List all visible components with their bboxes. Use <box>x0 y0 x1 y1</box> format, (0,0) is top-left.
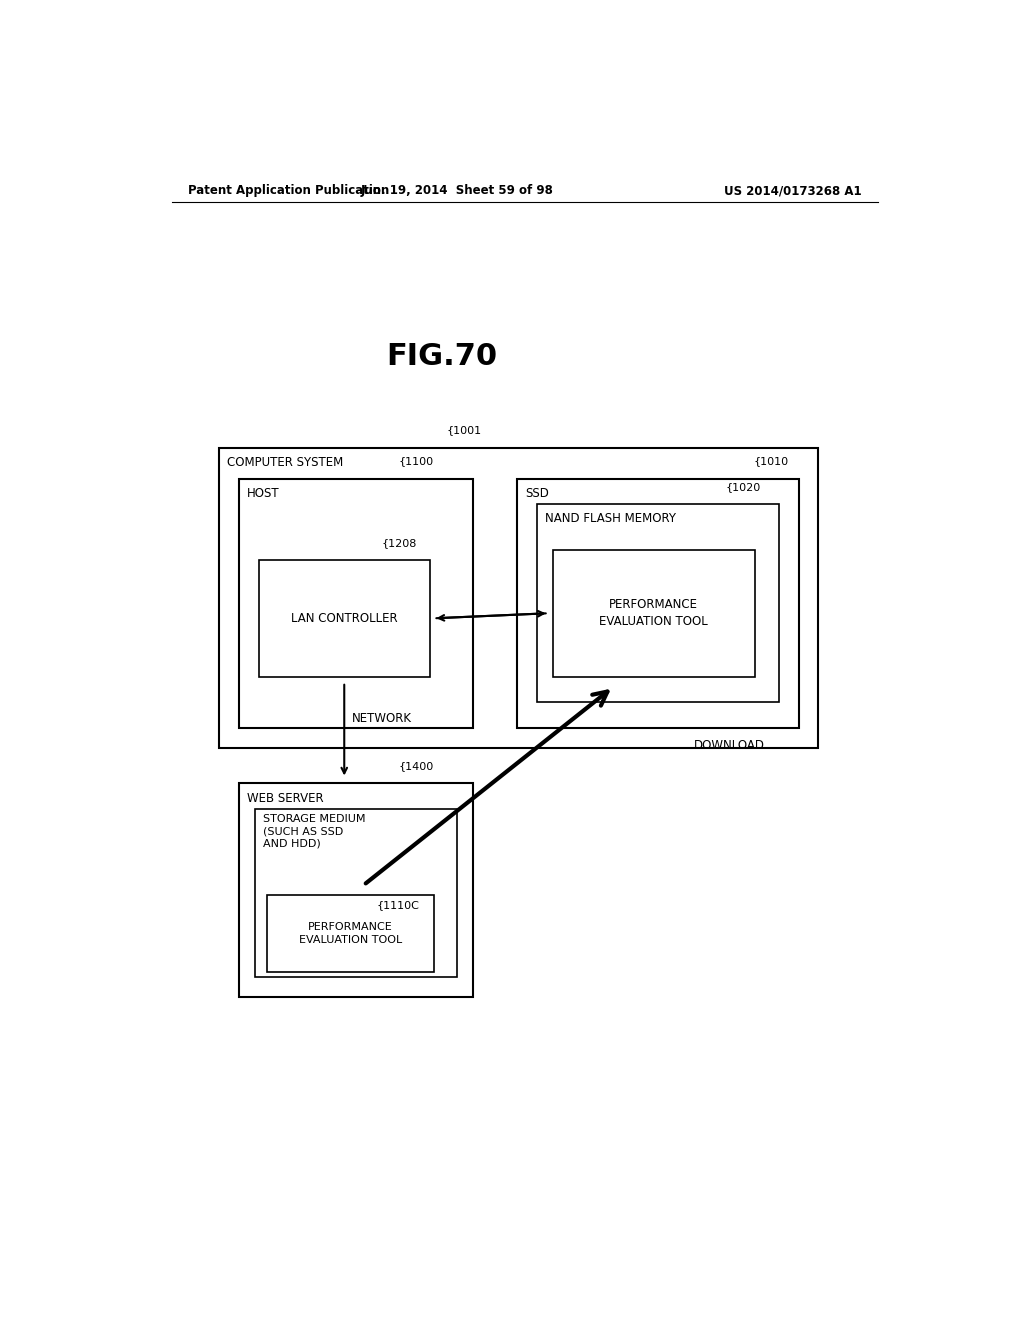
Text: COMPUTER SYSTEM: COMPUTER SYSTEM <box>227 457 343 469</box>
Text: {1020: {1020 <box>725 482 761 492</box>
Bar <box>240 784 473 997</box>
Text: US 2014/0173268 A1: US 2014/0173268 A1 <box>724 183 862 197</box>
Text: LAN CONTROLLER: LAN CONTROLLER <box>291 612 397 624</box>
Text: WEB SERVER: WEB SERVER <box>247 792 324 805</box>
Text: Jun. 19, 2014  Sheet 59 of 98: Jun. 19, 2014 Sheet 59 of 98 <box>360 183 554 197</box>
Bar <box>553 549 755 677</box>
Text: SSD: SSD <box>524 487 549 500</box>
Text: HOST: HOST <box>247 487 280 500</box>
Text: NAND FLASH MEMORY: NAND FLASH MEMORY <box>545 512 676 525</box>
Text: {1208: {1208 <box>382 537 417 548</box>
Text: {1010: {1010 <box>754 457 788 466</box>
Text: PERFORMANCE
EVALUATION TOOL: PERFORMANCE EVALUATION TOOL <box>599 598 709 628</box>
Text: {1400: {1400 <box>398 762 433 771</box>
Bar <box>517 479 799 727</box>
Text: {1100: {1100 <box>398 457 433 466</box>
Text: Patent Application Publication: Patent Application Publication <box>187 183 389 197</box>
Text: STORAGE MEDIUM
(SUCH AS SSD
AND HDD): STORAGE MEDIUM (SUCH AS SSD AND HDD) <box>263 814 366 849</box>
Text: FIG.70: FIG.70 <box>386 342 497 371</box>
Bar <box>259 560 430 677</box>
Text: {1110C: {1110C <box>377 900 419 911</box>
Bar <box>537 504 778 702</box>
Text: DOWNLOAD: DOWNLOAD <box>694 739 765 752</box>
Bar <box>255 809 458 977</box>
Text: NETWORK: NETWORK <box>352 711 413 725</box>
Bar <box>267 895 433 972</box>
Text: PERFORMANCE
EVALUATION TOOL: PERFORMANCE EVALUATION TOOL <box>299 921 401 945</box>
Bar <box>219 447 818 748</box>
Text: {1001: {1001 <box>446 425 482 434</box>
Bar <box>240 479 473 727</box>
